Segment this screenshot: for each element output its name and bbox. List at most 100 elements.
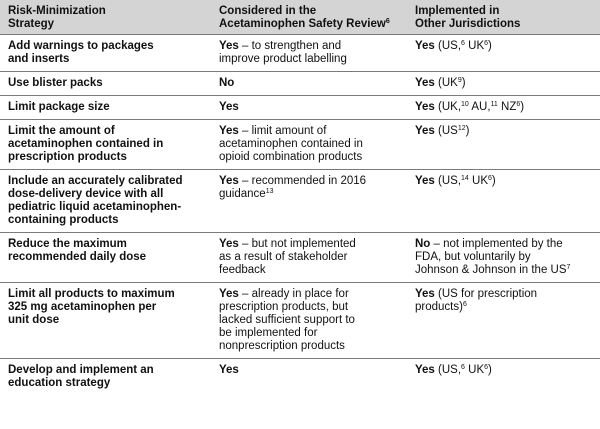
implemented-text: – not implemented by the xyxy=(430,238,563,250)
implemented-text: products) xyxy=(415,301,463,313)
header-strategy-line1: Risk-Minimization xyxy=(8,5,106,17)
strategy-line: Limit the amount of xyxy=(8,125,115,137)
considered-verdict: No xyxy=(219,77,235,89)
strategy-cell: Limit all products to maximum 325 mg acet… xyxy=(0,282,211,359)
implemented-verdict: Yes xyxy=(415,77,435,89)
strategy-line: prescription products xyxy=(8,151,127,163)
table-row: Use blister packs No Yes (UK9) xyxy=(0,71,600,96)
table-row: Reduce the maximum recommended daily dose… xyxy=(0,232,600,283)
implemented-cell: Yes (US,14 UK6) xyxy=(407,169,600,233)
header-implemented-line2: Other Jurisdictions xyxy=(415,18,521,30)
implemented-verdict: Yes xyxy=(415,125,435,137)
footnote-ref: 11 xyxy=(490,101,498,108)
footnote-ref: 9 xyxy=(457,77,462,84)
considered-verdict: Yes xyxy=(219,175,239,187)
strategy-line: Add warnings to packages xyxy=(8,40,154,52)
implemented-verdict: Yes xyxy=(415,364,435,376)
implemented-cell: Yes (UK,10 AU,11 NZ6) xyxy=(407,95,600,120)
footnote-ref: 6 xyxy=(461,40,465,47)
table-body: Add warnings to packages and inserts Yes –… xyxy=(0,34,600,395)
implemented-text: UK xyxy=(468,175,488,187)
strategy-line: recommended daily dose xyxy=(8,251,147,263)
implemented-text: UK xyxy=(464,40,485,52)
strategy-cell: Limit package size xyxy=(0,95,211,120)
strategy-line: unit dose xyxy=(8,314,60,326)
considered-cell: Yes – already in place for prescription p… xyxy=(211,282,407,359)
implemented-verdict: No xyxy=(415,238,431,250)
strategy-line: containing products xyxy=(8,214,119,226)
strategy-line: Reduce the maximum xyxy=(8,238,127,250)
considered-verdict: Yes xyxy=(219,40,239,52)
header-implemented: Implemented in Other Jurisdictions xyxy=(407,0,600,35)
strategy-line: 325 mg acetaminophen per xyxy=(8,301,157,313)
implemented-cell: No – not implemented by the FDA, but volu… xyxy=(407,232,600,283)
considered-cell: Yes – limit amount of acetaminophen conta… xyxy=(211,119,407,170)
implemented-verdict: Yes xyxy=(415,40,435,52)
implemented-verdict: Yes xyxy=(415,101,435,113)
implemented-text: UK xyxy=(464,364,485,376)
header-implemented-line1: Implemented in xyxy=(415,5,500,17)
considered-text: improve product labelling xyxy=(219,53,347,65)
considered-text: acetaminophen contained in xyxy=(219,138,363,150)
footnote-ref: 6 xyxy=(516,101,521,108)
table-row: Limit all products to maximum 325 mg acet… xyxy=(0,282,600,359)
considered-cell: No xyxy=(211,71,407,96)
footnote-ref: 14 xyxy=(461,175,469,182)
strategy-cell: Reduce the maximum recommended daily dose xyxy=(0,232,211,283)
strategy-cell: Develop and implement an education strate… xyxy=(0,358,211,395)
strategy-line: dose-delivery device with all xyxy=(8,188,164,200)
considered-verdict: Yes xyxy=(219,101,239,113)
footnote-ref: 10 xyxy=(461,101,469,108)
implemented-text: FDA, but voluntarily by xyxy=(415,251,531,263)
considered-verdict: Yes xyxy=(219,288,239,300)
strategy-line: and inserts xyxy=(8,53,70,65)
footnote-ref: 13 xyxy=(265,188,274,195)
strategy-cell: Include an accurately calibrated dose-del… xyxy=(0,169,211,233)
header-strategy: Risk-Minimization Strategy xyxy=(0,0,211,35)
implemented-cell: Yes (US for prescription products)6 xyxy=(407,282,600,359)
strategy-line: Limit all products to maximum xyxy=(8,288,175,300)
considered-text: lacked sufficient support to xyxy=(219,314,355,326)
header-considered: Considered in the Acetaminophen Safety R… xyxy=(211,0,407,35)
table-row: Include an accurately calibrated dose-del… xyxy=(0,169,600,233)
implemented-text: ) xyxy=(520,101,525,113)
implemented-text: (US for prescription xyxy=(434,288,538,300)
footnote-ref: 7 xyxy=(566,264,571,271)
header-considered-line2: Acetaminophen Safety Review xyxy=(219,18,386,30)
strategy-line: Include an accurately calibrated xyxy=(8,175,183,187)
considered-verdict: Yes xyxy=(219,364,239,376)
strategy-line: pediatric liquid acetaminophen- xyxy=(8,201,182,213)
table-row: Add warnings to packages and inserts Yes –… xyxy=(0,34,600,72)
implemented-text: NZ xyxy=(497,101,517,113)
footnote-ref: 6 xyxy=(484,40,489,47)
considered-text: – but not implemented xyxy=(238,238,356,250)
implemented-text: (UK xyxy=(434,77,458,89)
risk-minimization-table: Risk-Minimization Strategy Considered in… xyxy=(0,0,600,395)
footnote-ref: 6 xyxy=(462,301,467,308)
implemented-verdict: Yes xyxy=(415,288,435,300)
implemented-text: ) xyxy=(488,364,492,376)
table-header: Risk-Minimization Strategy Considered in… xyxy=(0,0,600,35)
header-row: Risk-Minimization Strategy Considered in… xyxy=(0,0,600,35)
strategy-line: Develop and implement an xyxy=(8,364,154,376)
implemented-text: AU, xyxy=(468,101,491,113)
strategy-cell: Limit the amount of acetaminophen contain… xyxy=(0,119,211,170)
considered-text: – limit amount of xyxy=(238,125,327,137)
considered-text: – to strengthen and xyxy=(238,40,342,52)
considered-cell: Yes xyxy=(211,95,407,120)
implemented-cell: Yes (US12) xyxy=(407,119,600,170)
considered-cell: Yes – to strengthen and improve product l… xyxy=(211,34,407,72)
considered-cell: Yes xyxy=(211,358,407,395)
considered-cell: Yes – recommended in 2016 guidance13 xyxy=(211,169,407,233)
footnote-ref: 6 xyxy=(488,175,492,182)
considered-text: – recommended in 2016 xyxy=(238,175,367,187)
implemented-cell: Yes (US,6 UK6) xyxy=(407,358,600,395)
implemented-text: Johnson & Johnson in the US xyxy=(415,264,567,276)
considered-cell: Yes – but not implemented as a result of … xyxy=(211,232,407,283)
strategy-line: education strategy xyxy=(8,377,111,389)
table-row: Limit the amount of acetaminophen contain… xyxy=(0,119,600,170)
considered-text: be implemented for xyxy=(219,327,318,339)
strategy-line: acetaminophen contained in xyxy=(8,138,164,150)
considered-text: – already in place for xyxy=(238,288,349,300)
considered-text: opioid combination products xyxy=(219,151,363,163)
